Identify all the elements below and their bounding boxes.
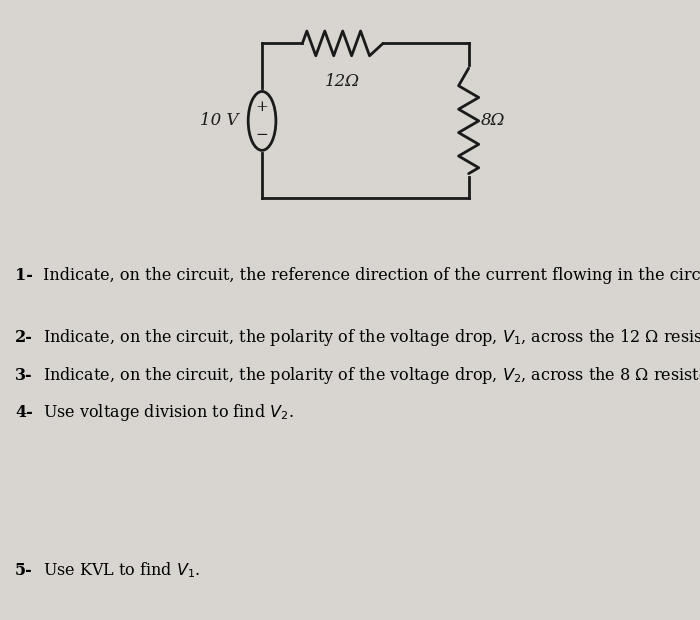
Text: 12Ω: 12Ω — [326, 73, 360, 90]
Text: Indicate, on the circuit, the reference direction of the current flowing in the : Indicate, on the circuit, the reference … — [43, 267, 700, 285]
Text: 10 V: 10 V — [200, 112, 239, 130]
Text: Indicate, on the circuit, the polarity of the voltage drop, $V_1$, across the 12: Indicate, on the circuit, the polarity o… — [43, 327, 700, 348]
Text: Use voltage division to find $V_2$.: Use voltage division to find $V_2$. — [43, 402, 293, 423]
Text: Indicate, on the circuit, the polarity of the voltage drop, $V_2$, across the 8 : Indicate, on the circuit, the polarity o… — [43, 365, 700, 386]
Text: +: + — [256, 100, 268, 114]
Text: 4-: 4- — [15, 404, 33, 421]
Ellipse shape — [248, 91, 276, 150]
Text: Use KVL to find $V_1$.: Use KVL to find $V_1$. — [43, 560, 200, 580]
Text: 5-: 5- — [15, 562, 33, 579]
Text: 1-: 1- — [15, 267, 33, 285]
Text: 3-: 3- — [15, 366, 33, 384]
Text: −: − — [256, 128, 268, 141]
Text: 2-: 2- — [15, 329, 33, 347]
Text: 8Ω: 8Ω — [481, 112, 505, 130]
